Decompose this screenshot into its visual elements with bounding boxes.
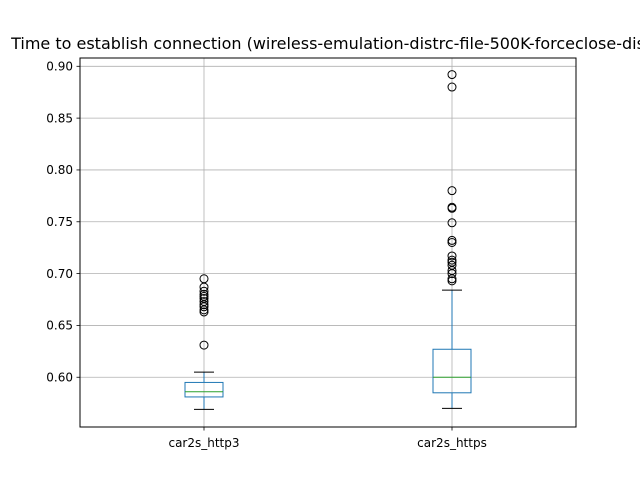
outlier-point <box>199 274 209 284</box>
outlier-point <box>199 286 209 296</box>
x-tick-label: car2s_http3 <box>168 436 239 450</box>
x-tick-label: car2s_https <box>417 436 487 450</box>
outlier-point <box>199 307 209 317</box>
outlier-point <box>447 186 457 196</box>
outlier-point <box>199 291 209 301</box>
outlier-point <box>447 82 457 92</box>
outlier-point <box>447 202 457 212</box>
outlier-point <box>199 340 209 350</box>
box-group-car2s_https <box>432 70 472 409</box>
outlier-point <box>447 70 457 80</box>
outlier-point <box>447 251 457 261</box>
y-tick-label: 0.60 <box>46 370 73 384</box>
y-tick-label: 0.70 <box>46 267 73 281</box>
plot-area-frame <box>79 57 577 428</box>
outlier-point <box>447 257 457 267</box>
grid-lines <box>80 58 576 427</box>
boxes <box>184 70 472 410</box>
chart-title: Time to establish connection (wireless-e… <box>10 34 640 53</box>
y-tick-label: 0.65 <box>46 319 73 333</box>
outlier-point <box>447 218 457 228</box>
outlier-point <box>199 297 209 307</box>
outlier-point <box>447 276 457 286</box>
axis-ticks: 0.60 0.65 0.70 0.75 0.80 0.85 0.90 car2s_http3 c… <box>46 59 487 450</box>
iqr-box <box>184 381 224 398</box>
y-tick-label: 0.85 <box>46 111 73 125</box>
iqr-box <box>432 348 472 394</box>
outlier-point <box>447 238 457 247</box>
box-group-car2s_http3 <box>184 274 224 410</box>
outlier-point <box>447 260 457 270</box>
outlier-point <box>447 235 457 245</box>
y-tick-label: 0.75 <box>46 215 73 229</box>
outlier-point <box>199 289 209 299</box>
outlier-point <box>199 293 209 303</box>
y-tick-label: 0.90 <box>46 59 73 73</box>
y-tick-label: 0.80 <box>46 163 73 177</box>
outlier-point <box>447 255 457 265</box>
